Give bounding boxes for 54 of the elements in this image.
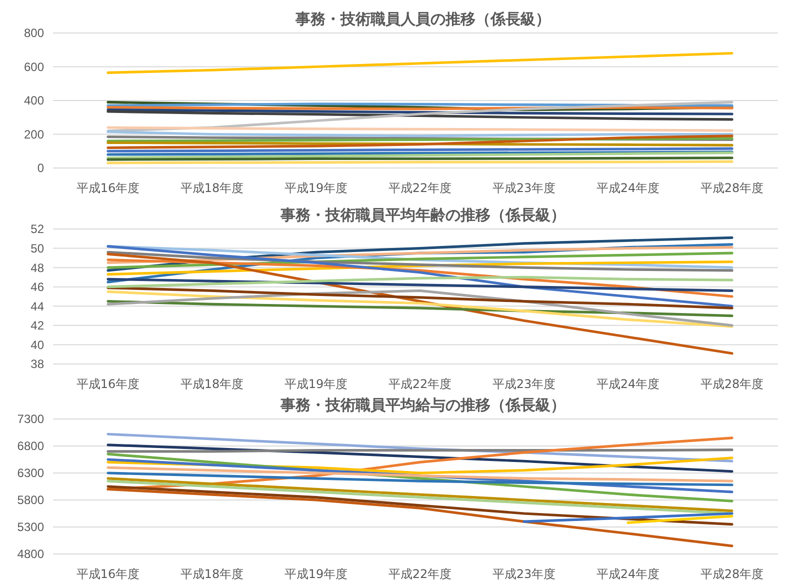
x-tick-label: 平成24年度 <box>596 567 660 581</box>
x-tick-label: 平成18年度 <box>180 567 244 581</box>
y-tick-label: 40 <box>30 338 44 352</box>
x-tick-label: 平成19年度 <box>284 567 348 581</box>
y-tick-label: 6800 <box>17 439 44 454</box>
line-series <box>106 485 734 526</box>
x-tick-label: 平成22年度 <box>388 181 452 195</box>
y-tick-label: 52 <box>30 222 44 236</box>
x-tick-label: 平成16年度 <box>76 181 140 195</box>
x-tick-label: 平成23年度 <box>492 181 556 195</box>
chart-title: 事務・技術職員平均給与の推移（係長級） <box>280 396 566 414</box>
x-tick-label: 平成19年度 <box>284 377 348 391</box>
x-tick-label: 平成22年度 <box>388 377 452 391</box>
x-tick-label: 平成28年度 <box>700 181 764 195</box>
y-tick-label: 4800 <box>17 547 44 562</box>
y-tick-label: 7300 <box>17 412 44 426</box>
x-tick-label: 平成23年度 <box>492 377 556 391</box>
y-tick-label: 0 <box>37 161 44 176</box>
line-series <box>106 110 734 121</box>
x-tick-label: 平成24年度 <box>596 181 660 195</box>
y-tick-label: 44 <box>30 299 44 314</box>
x-tick-label: 平成16年度 <box>76 377 140 391</box>
line-series <box>106 472 734 486</box>
y-tick-label: 6300 <box>17 466 44 480</box>
x-tick-label: 平成23年度 <box>492 567 556 581</box>
y-tick-label: 42 <box>30 318 44 333</box>
chart-title: 事務・技術職員人員の推移（係長級） <box>294 10 550 28</box>
y-tick-label: 48 <box>30 260 44 275</box>
x-tick-label: 平成24年度 <box>596 377 660 391</box>
line-series <box>106 488 734 548</box>
y-tick-label: 800 <box>24 26 44 40</box>
y-tick-label: 38 <box>30 357 44 372</box>
y-tick-label: 46 <box>30 280 44 294</box>
line-series <box>106 278 734 292</box>
x-tick-label: 平成16年度 <box>76 567 140 581</box>
line-series <box>106 286 734 310</box>
x-tick-label: 平成28年度 <box>700 377 764 391</box>
line-series <box>106 466 734 482</box>
x-tick-label: 平成22年度 <box>388 567 452 581</box>
x-tick-label: 平成28年度 <box>700 567 764 581</box>
x-tick-label: 平成19年度 <box>284 181 348 195</box>
chart-title: 事務・技術職員平均年齢の推移（係長級） <box>280 206 566 224</box>
y-tick-label: 5800 <box>17 493 44 508</box>
line-series <box>106 276 734 288</box>
y-tick-label: 200 <box>24 127 44 142</box>
y-tick-label: 50 <box>30 241 44 256</box>
line-series <box>106 52 734 74</box>
x-tick-label: 平成18年度 <box>180 377 244 391</box>
x-tick-label: 平成18年度 <box>180 181 244 195</box>
line-series <box>106 245 734 308</box>
line-series <box>106 134 734 150</box>
y-tick-label: 5300 <box>17 520 44 534</box>
y-tick-label: 600 <box>24 60 44 74</box>
y-tick-label: 400 <box>24 94 44 108</box>
